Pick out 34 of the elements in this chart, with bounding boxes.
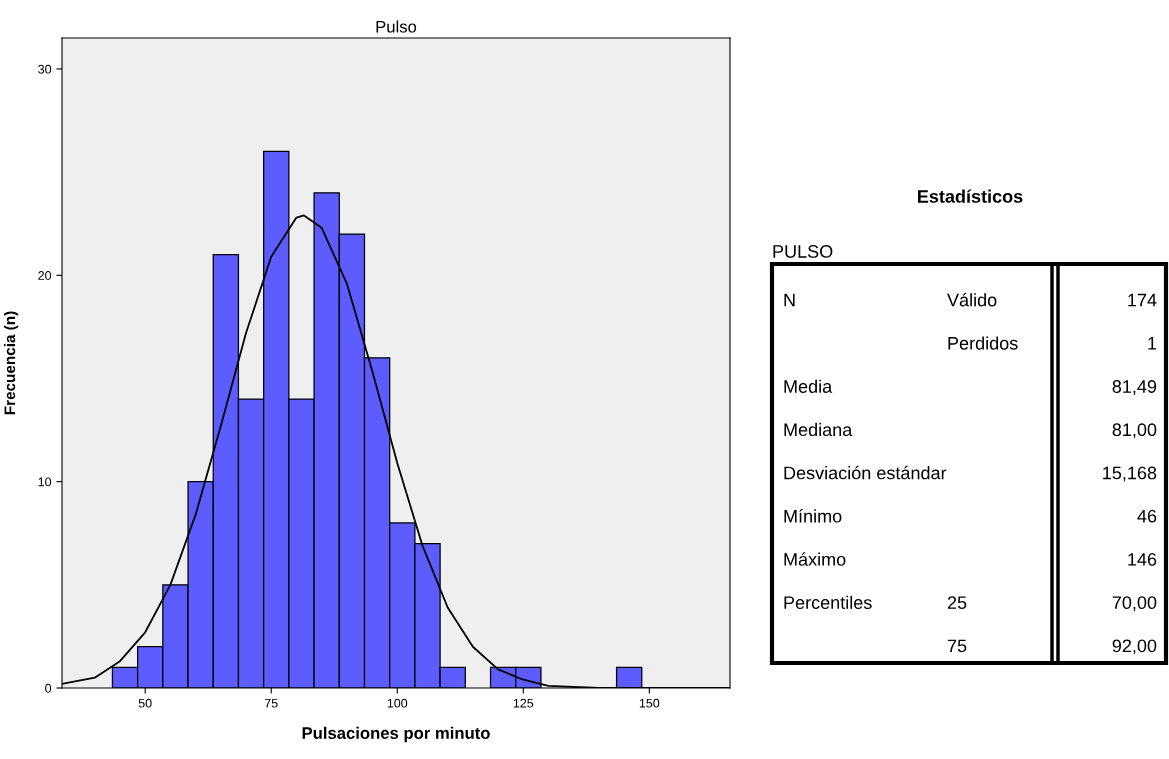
text: 81,00 — [1112, 423, 1157, 439]
text: Mínimo — [784, 509, 842, 523]
text: Mediana — [784, 422, 853, 437]
text: 1 — [1148, 337, 1157, 350]
y-axis-title: Frecuencia (n) — [3, 311, 19, 415]
x-tick-label: 100 — [387, 698, 408, 708]
text: Máximo — [784, 552, 846, 566]
text: Estadísticos — [918, 189, 1023, 203]
x-tick-label: 150 — [639, 698, 660, 708]
chart-title: Pulso — [376, 20, 417, 33]
text: 92,00 — [1112, 639, 1157, 655]
y-tick-label: 20 — [38, 271, 52, 280]
x-tick-label: 50 — [138, 698, 152, 708]
text: 46 — [1137, 509, 1157, 523]
text: N — [784, 293, 795, 307]
text: PULSO — [773, 245, 833, 258]
x-tick-label: 125 — [513, 698, 534, 708]
text: 81,49 — [1112, 380, 1157, 396]
text: Media — [784, 379, 833, 393]
text: 174 — [1128, 293, 1157, 307]
text: Percentiles — [784, 595, 872, 610]
text: 15,168 — [1103, 466, 1157, 482]
text: 25 — [947, 596, 967, 610]
y-tick-label: 10 — [38, 477, 52, 487]
text: 70,00 — [1112, 596, 1157, 612]
x-tick-label: 75 — [264, 698, 278, 708]
text: Perdidos — [948, 336, 1018, 350]
text: Desviación estándar — [784, 465, 947, 480]
y-tick-label: 0 — [45, 683, 52, 693]
text: 146 — [1128, 553, 1157, 566]
y-tick-label: 30 — [38, 64, 52, 74]
x-axis-title: Pulsaciones por minuto — [302, 726, 490, 743]
text: 75 — [947, 639, 967, 653]
text: Válido — [947, 292, 997, 307]
